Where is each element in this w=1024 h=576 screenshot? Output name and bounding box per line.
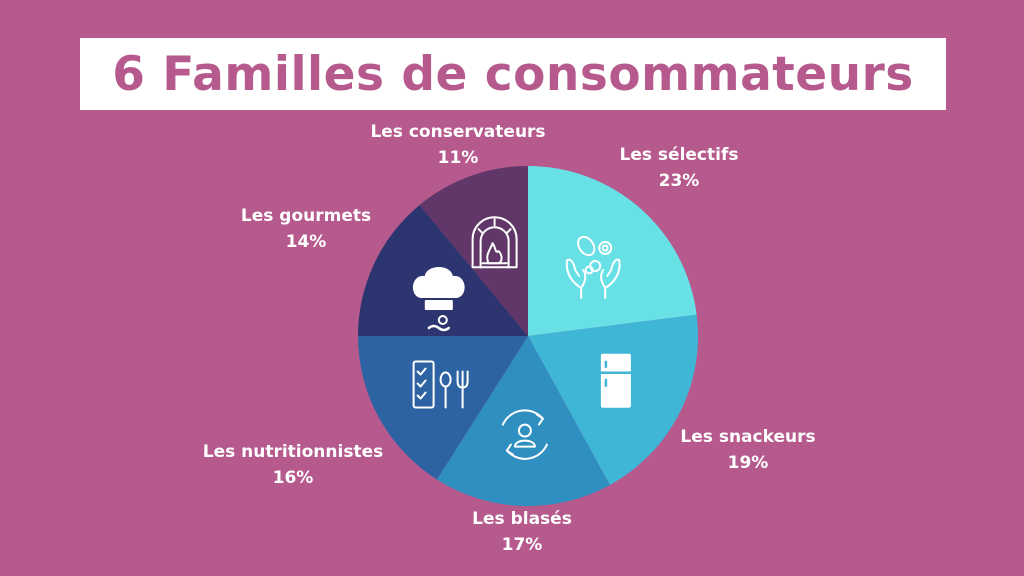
hands-food-icon xyxy=(565,235,621,299)
slice-label-snackeurs: Les snackeurs xyxy=(680,427,815,447)
oven-fire-icon xyxy=(471,216,518,269)
chart-title: 6 Familles de consommateurs xyxy=(112,46,914,102)
slice-value-conservateurs: 11% xyxy=(438,148,479,168)
slice-label-selectifs: Les sélectifs xyxy=(620,145,739,165)
slice-label-nutritionnistes: Les nutritionnistes xyxy=(203,442,384,462)
title-box: 6 Familles de consommateurs xyxy=(80,38,946,110)
pie-slice-nutritionnistes xyxy=(358,336,528,480)
slice-value-nutritionnistes: 16% xyxy=(273,468,314,488)
slice-value-selectifs: 23% xyxy=(659,171,700,191)
pie-slice-selectifs xyxy=(528,166,697,336)
chef-hat-icon xyxy=(412,267,465,332)
user-cycle-icon xyxy=(501,409,548,460)
slice-value-blases: 17% xyxy=(502,535,543,555)
slice-label-gourmets: Les gourmets xyxy=(241,206,371,226)
checklist-utensils-icon xyxy=(412,360,469,409)
slice-label-blases: Les blasés xyxy=(472,509,572,529)
fridge-icon xyxy=(600,353,631,408)
pie-slice-conservateurs xyxy=(419,166,528,336)
slice-value-snackeurs: 19% xyxy=(728,453,769,473)
slice-value-gourmets: 14% xyxy=(286,232,327,252)
slice-label-conservateurs: Les conservateurs xyxy=(370,122,545,142)
pie-slice-blases xyxy=(436,336,610,507)
